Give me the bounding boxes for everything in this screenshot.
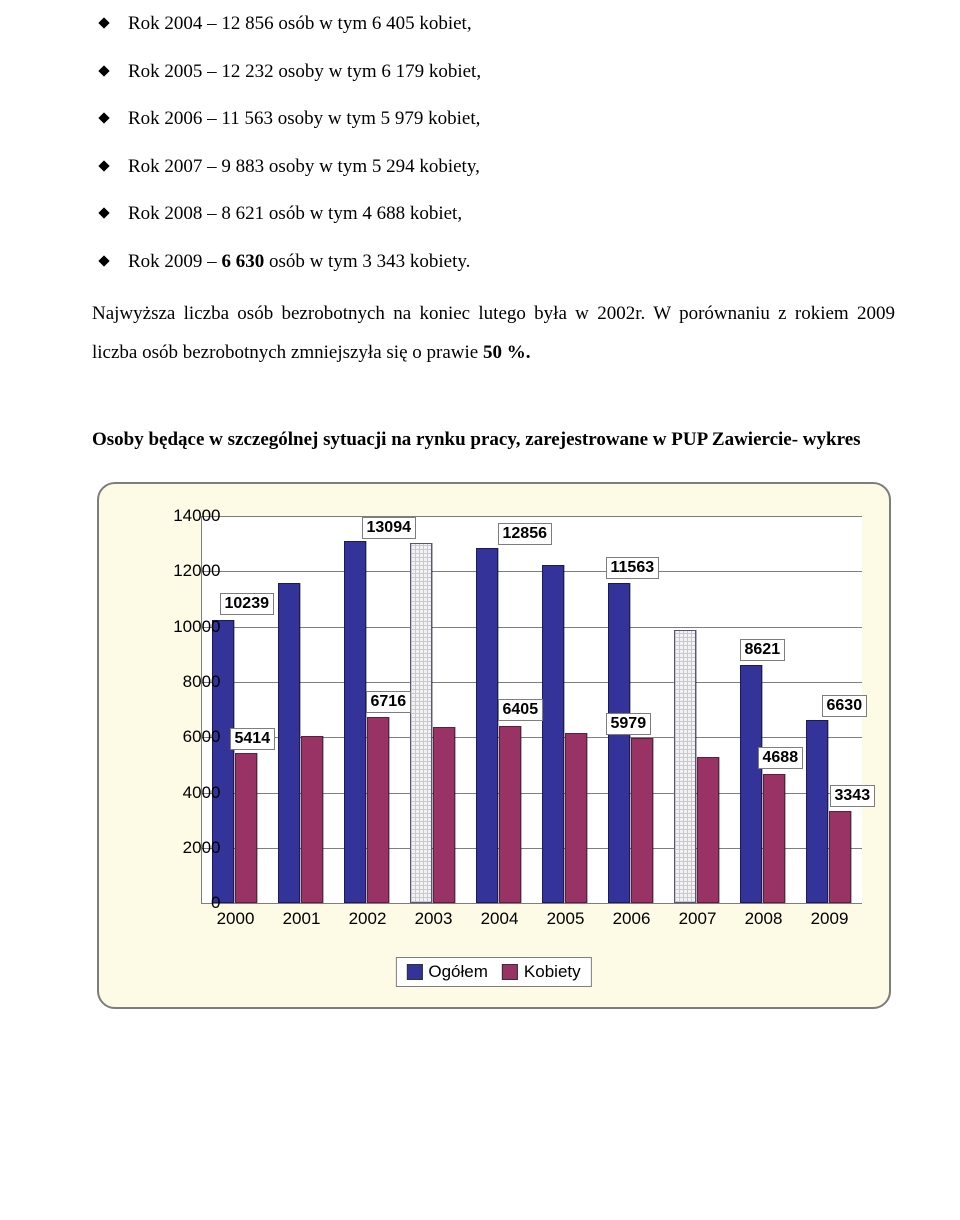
y-tick-label: 0 [173, 893, 221, 913]
list-item: Rok 2006 – 11 563 osoby w tym 5 979 kobi… [92, 105, 895, 133]
x-tick-label: 2009 [798, 909, 862, 929]
text: Rok 2009 – [128, 251, 221, 272]
list-item: Rok 2004 – 12 856 osób w tym 6 405 kobie… [92, 10, 895, 38]
legend-swatch-icon [502, 964, 518, 980]
bar-ogolem [410, 543, 432, 903]
list-item: Rok 2007 – 9 883 osoby w tym 5 294 kobie… [92, 153, 895, 181]
x-tick-label: 2007 [666, 909, 730, 929]
bar-kobiety [301, 736, 323, 903]
bar-kobiety [697, 757, 719, 903]
text: osób w tym 3 343 kobiety. [264, 251, 470, 272]
data-label: 8621 [740, 639, 786, 661]
bar-ogolem [806, 720, 828, 903]
bar-kobiety [367, 717, 389, 903]
x-tick-label: 2003 [402, 909, 466, 929]
bar-ogolem [278, 583, 300, 903]
data-label: 13094 [362, 517, 417, 539]
bar-ogolem [344, 541, 366, 903]
legend-item-kobiety: Kobiety [502, 962, 581, 982]
legend-label: Ogółem [428, 962, 488, 982]
y-tick-label: 6000 [173, 727, 221, 747]
data-label: 12856 [498, 523, 553, 545]
x-tick-label: 2006 [600, 909, 664, 929]
bar-group: 2007 [674, 516, 720, 903]
bar-kobiety [235, 753, 257, 903]
bar-kobiety [565, 733, 587, 903]
x-tick-label: 2005 [534, 909, 598, 929]
data-label: 5979 [606, 713, 652, 735]
y-tick-label: 4000 [173, 783, 221, 803]
list-item: Rok 2008 – 8 621 osób w tym 4 688 kobiet… [92, 200, 895, 228]
list-item: Rok 2009 – 6 630 osób w tym 3 343 kobiet… [92, 248, 895, 276]
bar-kobiety [499, 726, 521, 903]
y-tick-label: 14000 [173, 506, 221, 526]
data-label: 6405 [498, 699, 544, 721]
bar-ogolem [740, 665, 762, 903]
x-tick-label: 2004 [468, 909, 532, 929]
data-label: 5414 [230, 728, 276, 750]
bar-group: 2001 [278, 516, 324, 903]
paragraph: Najwyższa liczba osób bezrobotnych na ko… [92, 295, 895, 373]
bar-ogolem [608, 583, 630, 903]
bar-kobiety [631, 738, 653, 903]
legend-label: Kobiety [524, 962, 581, 982]
bar-ogolem [542, 565, 564, 903]
bullet-list: Rok 2004 – 12 856 osób w tym 6 405 kobie… [92, 10, 895, 275]
text-bold: 6 630 [221, 251, 264, 272]
data-label: 10239 [220, 593, 275, 615]
x-tick-label: 2001 [270, 909, 334, 929]
data-label: 6630 [822, 695, 868, 717]
y-tick-label: 8000 [173, 672, 221, 692]
bar-group: 2003 [410, 516, 456, 903]
bar-ogolem [476, 548, 498, 903]
bar-kobiety [829, 811, 851, 903]
chart-panel: 2000200120022003200420052006200720082009… [97, 482, 891, 1009]
x-tick-label: 2002 [336, 909, 400, 929]
list-item: Rok 2005 – 12 232 osoby w tym 6 179 kobi… [92, 58, 895, 86]
bar-kobiety [763, 774, 785, 904]
chart-title: Osoby będące w szczególnej sytuacji na r… [92, 421, 895, 460]
bar-kobiety [433, 727, 455, 903]
x-tick-label: 2008 [732, 909, 796, 929]
data-label: 3343 [830, 785, 876, 807]
data-label: 4688 [758, 747, 804, 769]
y-tick-label: 12000 [173, 561, 221, 581]
legend-item-ogolem: Ogółem [406, 962, 488, 982]
data-label: 11563 [606, 557, 660, 579]
plot-area: 2000200120022003200420052006200720082009… [201, 516, 862, 904]
text-bold: 50 %. [483, 342, 531, 363]
y-tick-label: 10000 [173, 617, 221, 637]
legend-swatch-icon [406, 964, 422, 980]
data-label: 6716 [366, 691, 412, 713]
bar-ogolem [212, 620, 234, 903]
bar-group: 2008 [740, 516, 786, 903]
bar-ogolem [674, 630, 696, 903]
legend: Ogółem Kobiety [395, 957, 591, 987]
y-tick-label: 2000 [173, 838, 221, 858]
bar-group: 2005 [542, 516, 588, 903]
